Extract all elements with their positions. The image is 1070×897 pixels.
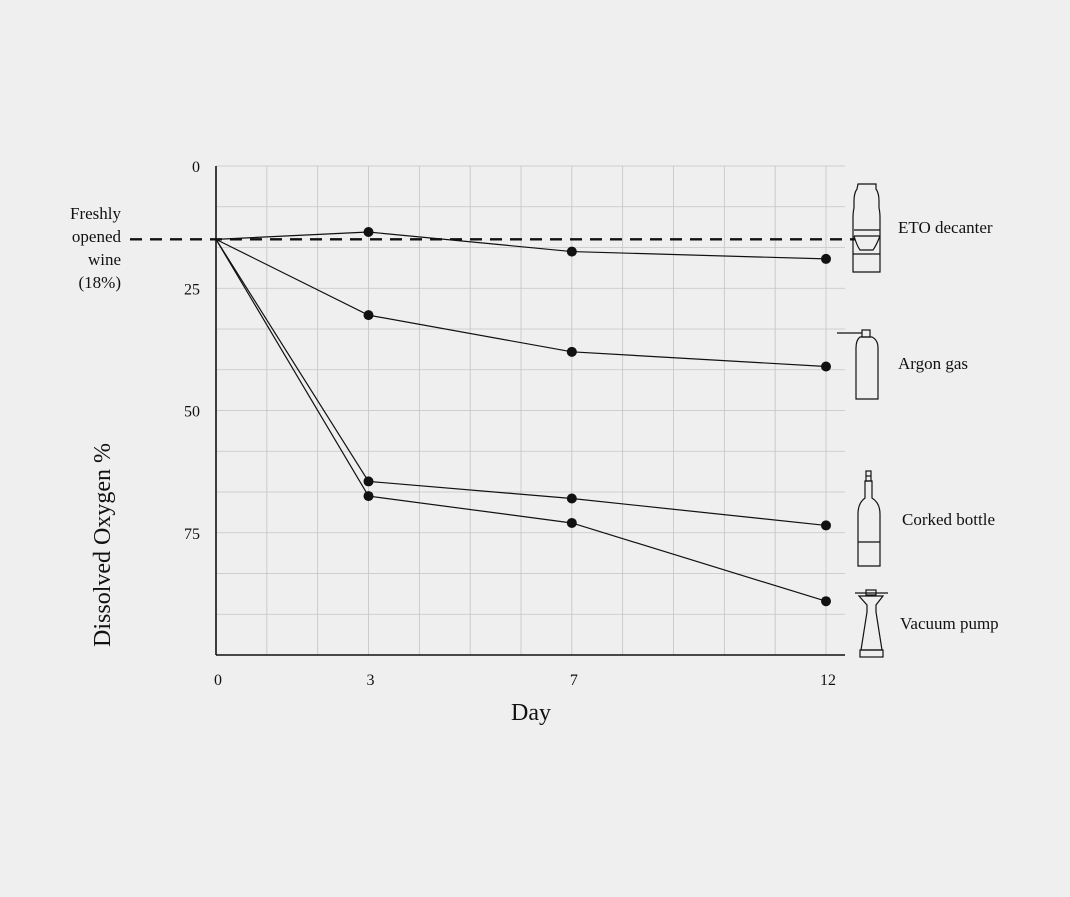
wine-bottle-icon [857, 470, 881, 567]
x-axis-title: Day [511, 700, 551, 726]
x-tick-label: 3 [367, 672, 375, 689]
data-point [566, 246, 577, 257]
reference-label-line-2: opened [72, 227, 122, 246]
series-line-0 [215, 231, 827, 260]
y-tick-label: 0 [192, 159, 200, 176]
reference-label-line-1: Freshly [70, 204, 122, 223]
data-point [363, 491, 374, 502]
data-point [363, 227, 374, 238]
data-point [821, 361, 831, 372]
y-tick-label: 25 [184, 281, 200, 298]
series-line-3 [215, 239, 827, 602]
series-label-vacuum-pump: Vacuum pump [900, 614, 999, 633]
reference-label-line-3: wine [88, 250, 121, 269]
x-tick-label: 12 [820, 672, 836, 689]
y-axis-title: Dissolved Oxygen % [90, 443, 116, 647]
labels: ETO decanter Argon gas Corked bottle Vac… [70, 204, 999, 726]
reference-label-line-4: (18%) [79, 273, 121, 292]
data-point [363, 476, 374, 487]
series-label-argon-gas: Argon gas [898, 354, 968, 373]
y-tick-label: 75 [184, 526, 200, 543]
vacuum-pump-icon [855, 589, 888, 658]
data-point [566, 346, 577, 357]
decanter-icon [852, 183, 881, 273]
data-point [363, 310, 374, 321]
argon-canister-icon [837, 329, 879, 400]
data-point [566, 517, 577, 528]
axes [215, 166, 845, 656]
series-icons [837, 183, 888, 658]
y-tick-label: 50 [184, 404, 200, 421]
data-point [566, 493, 577, 504]
series-label-corked-bottle: Corked bottle [902, 510, 995, 529]
series-line-2 [215, 239, 827, 527]
data-point [821, 253, 831, 264]
x-tick-label: 0 [214, 672, 222, 689]
data-point [821, 520, 831, 531]
data-point [821, 596, 831, 607]
x-tick-label: 7 [570, 672, 578, 689]
series-group [215, 227, 831, 607]
series-label-eto-decanter: ETO decanter [898, 218, 993, 237]
series-line-1 [215, 238, 827, 368]
tick-labels: 0 25 50 75 0 3 7 12 [184, 159, 836, 689]
